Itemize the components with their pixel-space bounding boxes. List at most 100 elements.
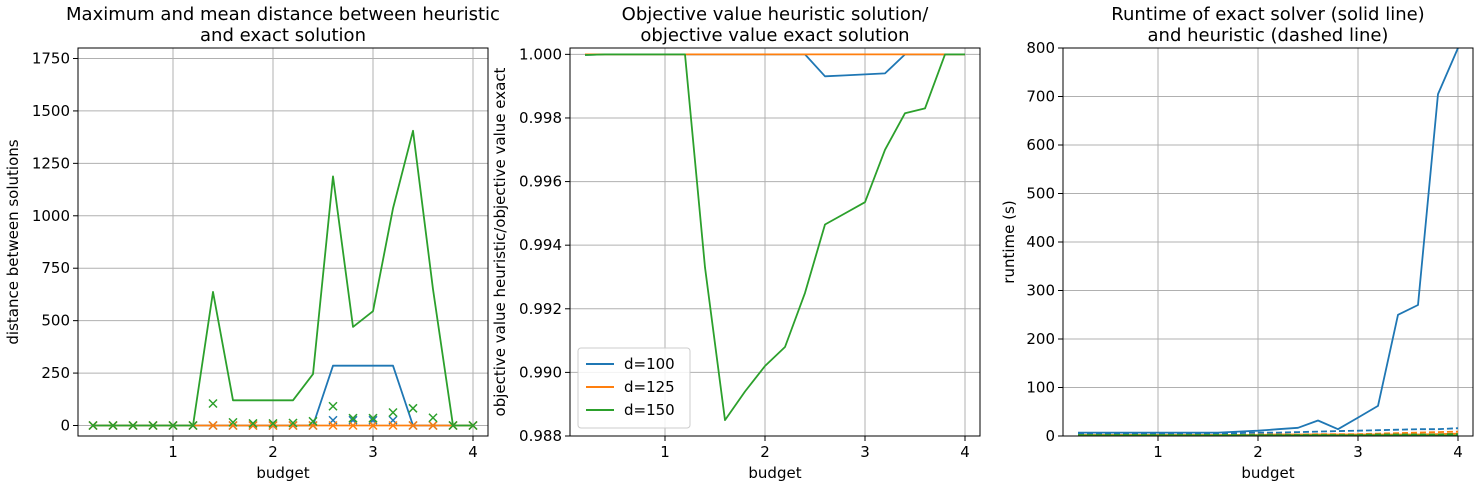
marker-point (88, 420, 98, 431)
x-axis-label: budget (256, 464, 309, 482)
y-tick-label: 500 (1026, 185, 1055, 203)
chart-title: objective value exact solution (640, 25, 909, 46)
y-tick-label: 400 (1026, 233, 1055, 251)
y-axis-label: objective value heuristic/objective valu… (491, 67, 509, 416)
marker-point (248, 420, 258, 431)
legend-label: d=125 (624, 378, 675, 396)
marker-point (308, 416, 318, 426)
y-tick-label: 250 (41, 364, 70, 382)
legend-label: d=100 (624, 355, 675, 373)
y-tick-label: 0.996 (519, 173, 562, 191)
marker-point (348, 420, 358, 431)
marker-point (228, 417, 238, 427)
marker-point (388, 407, 398, 418)
chart-title: and heuristic (dashed line) (1148, 25, 1389, 46)
distance-chart: 1 2 3 4 0 250 500 750 1000 1250 1500 1750 Maximum an… (4, 4, 500, 482)
marker-point (368, 413, 378, 423)
x-tick-label: 3 (860, 443, 870, 461)
objective-ratio-chart: 1 2 3 4 0.988 0.990 0.992 0.994 0.996 0.998 1.000 O… (491, 4, 981, 482)
x-axis-label: budget (1241, 464, 1294, 482)
marker-point (408, 420, 418, 431)
marker-point (368, 420, 378, 431)
y-tick-label: 0.990 (519, 363, 562, 381)
x-tick-label: 2 (760, 443, 770, 461)
chart-title: Maximum and mean distance between heuris… (66, 4, 500, 25)
marker-point (308, 420, 318, 431)
x-tick-label: 3 (1353, 443, 1363, 461)
series-line (93, 364, 473, 427)
x-tick-label: 1 (168, 443, 178, 461)
marker-point (448, 420, 458, 431)
marker-point (348, 413, 358, 423)
marker-point (288, 420, 298, 431)
marker-point (168, 420, 178, 431)
marker-point (428, 413, 438, 423)
x-tick-label: 1 (1153, 443, 1163, 461)
chart-title: and exact solution (200, 25, 366, 46)
x-tick-label: 4 (960, 443, 970, 461)
y-tick-label: 100 (1026, 379, 1055, 397)
marker-point (128, 420, 138, 431)
y-tick-label: 1250 (32, 154, 70, 172)
axes-frame (569, 47, 981, 437)
marker-point (208, 398, 218, 409)
marker-point (148, 420, 158, 431)
series-line (1078, 48, 1459, 434)
marker-point (268, 420, 278, 431)
x-tick-label: 4 (1453, 443, 1463, 461)
series-line (584, 53, 965, 78)
y-tick-label: 600 (1026, 136, 1055, 154)
y-tick-label: 1000 (32, 207, 70, 225)
y-tick-label: 750 (41, 259, 70, 277)
y-tick-label: 0 (60, 417, 70, 435)
marker-point (388, 420, 398, 431)
legend-box (577, 347, 691, 429)
y-tick-label: 800 (1026, 39, 1055, 57)
y-axis-label: distance between solutions (4, 139, 22, 344)
marker-point (188, 420, 198, 431)
marker-point (468, 420, 478, 431)
marker-point (228, 420, 238, 431)
y-tick-label: 300 (1026, 282, 1055, 300)
x-axis-label: budget (748, 464, 801, 482)
y-axis-label: runtime (s) (1000, 200, 1018, 283)
x-tick-label: 3 (368, 443, 378, 461)
legend-label: d=150 (624, 401, 675, 419)
x-tick-label: 2 (268, 443, 278, 461)
y-tick-label: 500 (41, 312, 70, 330)
y-tick-label: 200 (1026, 330, 1055, 348)
grid (1063, 47, 1473, 437)
y-tick-label: 1.000 (519, 45, 562, 63)
y-tick-label: 0.988 (519, 427, 562, 445)
series-line (93, 129, 473, 427)
y-tick-label: 0.998 (519, 109, 562, 127)
marker-point (328, 420, 338, 431)
x-tick-label: 4 (468, 443, 478, 461)
series-line (1078, 433, 1459, 436)
series-group (88, 129, 478, 431)
y-tick-label: 0 (1045, 427, 1055, 445)
y-tick-label: 0.992 (519, 300, 562, 318)
y-tick-label: 1750 (32, 49, 70, 67)
y-tick-label: 700 (1026, 88, 1055, 106)
y-tick-label: 0.994 (519, 236, 562, 254)
marker-point (408, 403, 418, 413)
chart-title: Runtime of exact solver (solid line) (1111, 4, 1424, 25)
chart-title: Objective value heuristic solution/ (622, 4, 930, 25)
x-tick-label: 2 (1253, 443, 1263, 461)
marker-point (328, 401, 338, 411)
marker-point (428, 420, 438, 431)
x-tick-label: 1 (660, 443, 670, 461)
runtime-chart: 1 2 3 4 0 100 200 300 400 500 600 700 800 Runtime of … (1000, 4, 1474, 482)
series-group (584, 53, 965, 422)
marker-point (288, 418, 298, 428)
marker-point (248, 418, 258, 428)
marker-point (268, 418, 278, 428)
axes-frame (77, 47, 489, 437)
legend: d=100 d=125 d=150 (577, 347, 691, 429)
series-line (584, 53, 965, 422)
y-tick-label: 1500 (32, 102, 70, 120)
marker-point (208, 420, 218, 431)
marker-point (108, 420, 118, 431)
